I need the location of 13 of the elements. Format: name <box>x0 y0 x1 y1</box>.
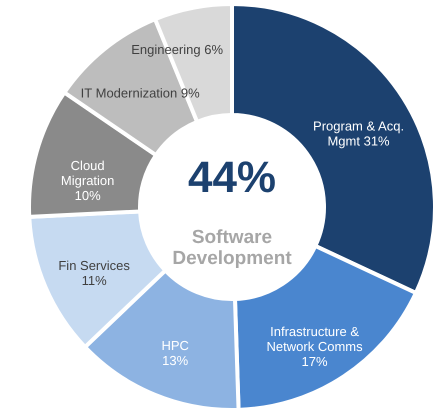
data-label: 17% <box>302 354 328 370</box>
slice-label: IT Modernization 9% <box>80 85 200 100</box>
data-label: 13% <box>162 352 189 368</box>
slice-label: Program & Acq. Mgmt 31% <box>313 118 404 148</box>
text: 44% <box>188 153 276 202</box>
slice-label: Cloud Migration <box>60 158 114 188</box>
data-label: 10% <box>74 188 102 204</box>
data-label: 11% <box>82 273 108 288</box>
slice-label: Fin Services <box>58 258 130 274</box>
slice-label: Engineering 6% <box>131 42 224 58</box>
text: Software Development <box>172 227 292 269</box>
slice-label: Infrastructure & Network Comms <box>266 324 364 354</box>
slice-label: HPC <box>161 338 189 353</box>
